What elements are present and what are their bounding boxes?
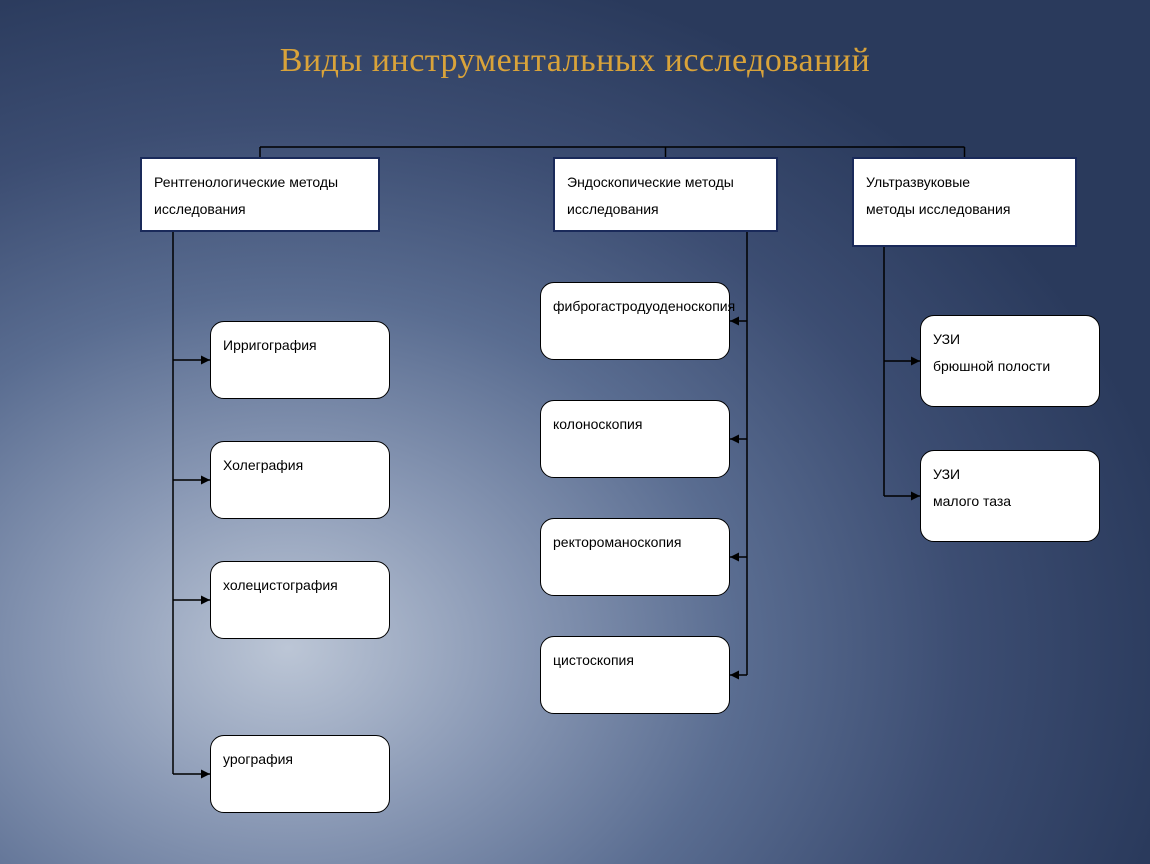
child-box-ultra-1: УЗИ малого таза	[920, 450, 1100, 542]
child-label: УЗИ брюшной полости	[933, 326, 1087, 379]
category-label: Рентгенологические методы исследования	[154, 169, 366, 222]
category-label: Ультразвуковые методы исследования	[866, 169, 1063, 222]
category-box-ultra: Ультразвуковые методы исследования	[852, 157, 1077, 247]
child-box-endo-3: цистоскопия	[540, 636, 730, 714]
slide-title: Виды инструментальных исследований	[0, 42, 1150, 80]
child-label: урография	[223, 746, 377, 773]
child-label: Холеграфия	[223, 452, 377, 479]
child-box-xray-2: холецистография	[210, 561, 390, 639]
child-label: фиброгастродуоденоскопия	[553, 293, 717, 320]
child-label: ректороманоскопия	[553, 529, 717, 556]
child-label: холецистография	[223, 572, 377, 599]
child-box-endo-2: ректороманоскопия	[540, 518, 730, 596]
child-box-xray-3: урография	[210, 735, 390, 813]
category-box-xray: Рентгенологические методы исследования	[140, 157, 380, 232]
child-label: цистоскопия	[553, 647, 717, 674]
child-box-ultra-0: УЗИ брюшной полости	[920, 315, 1100, 407]
category-label: Эндоскопические методы исследования	[567, 169, 764, 222]
child-box-endo-1: колоноскопия	[540, 400, 730, 478]
category-box-endo: Эндоскопические методы исследования	[553, 157, 778, 232]
child-box-endo-0: фиброгастродуоденоскопия	[540, 282, 730, 360]
child-label: УЗИ малого таза	[933, 461, 1087, 514]
child-box-xray-0: Ирригография	[210, 321, 390, 399]
child-label: колоноскопия	[553, 411, 717, 438]
child-box-xray-1: Холеграфия	[210, 441, 390, 519]
child-label: Ирригография	[223, 332, 377, 359]
